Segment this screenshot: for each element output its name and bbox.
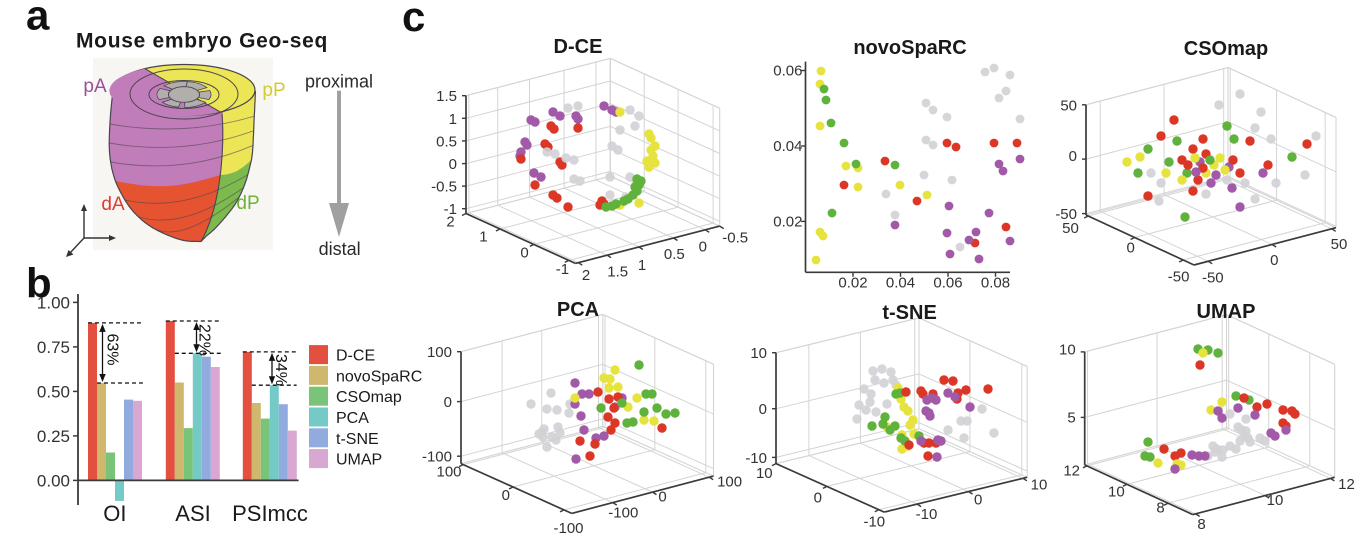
svg-text:novoSpaRC: novoSpaRC [336, 368, 422, 385]
svg-text:distal: distal [319, 239, 361, 259]
svg-text:ASI: ASI [175, 501, 210, 526]
svg-text:novoSpaRC: novoSpaRC [853, 37, 966, 59]
svg-text:0: 0 [502, 487, 510, 504]
svg-text:1.5: 1.5 [607, 263, 628, 280]
svg-text:a: a [26, 0, 50, 39]
svg-text:-100: -100 [422, 449, 452, 466]
svg-text:10: 10 [756, 465, 773, 482]
svg-text:0: 0 [1127, 240, 1135, 257]
svg-text:-10: -10 [916, 506, 938, 523]
svg-text:-10: -10 [745, 450, 767, 467]
svg-text:12: 12 [1063, 462, 1080, 479]
svg-text:dA: dA [101, 194, 125, 215]
svg-text:-100: -100 [553, 520, 583, 537]
svg-text:-100: -100 [608, 505, 638, 522]
svg-text:-10: -10 [863, 513, 885, 530]
svg-text:1.5: 1.5 [436, 88, 457, 105]
svg-text:0.04: 0.04 [886, 275, 915, 292]
svg-text:0.5: 0.5 [436, 133, 457, 150]
svg-text:8: 8 [1156, 500, 1164, 517]
svg-text:t-SNE: t-SNE [336, 431, 379, 448]
svg-text:12: 12 [1338, 476, 1355, 493]
svg-text:PCA: PCA [557, 299, 599, 321]
svg-text:pP: pP [262, 80, 285, 101]
svg-text:D-CE: D-CE [554, 36, 603, 58]
svg-text:UMAP: UMAP [1197, 301, 1256, 323]
svg-text:2: 2 [582, 267, 590, 284]
svg-text:CSOmap: CSOmap [336, 389, 402, 406]
svg-text:2: 2 [446, 214, 454, 231]
svg-text:0.06: 0.06 [933, 275, 962, 292]
svg-text:1: 1 [638, 257, 646, 274]
svg-text:-1: -1 [556, 261, 569, 278]
svg-text:0: 0 [520, 245, 528, 262]
svg-text:0.08: 0.08 [981, 275, 1010, 292]
svg-text:0.02: 0.02 [773, 213, 802, 230]
svg-text:0.25: 0.25 [37, 427, 70, 446]
svg-text:50: 50 [1331, 236, 1348, 253]
svg-text:0: 0 [1069, 148, 1077, 165]
svg-text:0: 0 [699, 239, 707, 256]
svg-text:t-SNE: t-SNE [882, 302, 936, 324]
svg-text:100: 100 [717, 474, 742, 491]
svg-text:c: c [402, 0, 425, 40]
svg-text:-50: -50 [1202, 270, 1224, 287]
svg-text:0: 0 [759, 401, 767, 418]
svg-text:1: 1 [479, 229, 487, 246]
svg-text:50: 50 [1062, 220, 1079, 237]
svg-text:0: 0 [444, 394, 452, 411]
svg-text:CSOmap: CSOmap [1184, 38, 1268, 60]
svg-text:dP: dP [236, 193, 259, 214]
svg-text:0.5: 0.5 [664, 246, 685, 263]
svg-text:-0.5: -0.5 [431, 179, 457, 196]
svg-text:1: 1 [449, 111, 457, 128]
svg-text:10: 10 [1059, 342, 1076, 359]
svg-text:10: 10 [1031, 477, 1048, 494]
svg-text:-50: -50 [1168, 268, 1190, 285]
svg-text:0: 0 [1270, 252, 1278, 269]
svg-text:-0.5: -0.5 [722, 230, 748, 247]
svg-text:10: 10 [1108, 484, 1125, 501]
svg-text:0.02: 0.02 [838, 275, 867, 292]
svg-text:100: 100 [436, 464, 461, 481]
svg-text:0.75: 0.75 [37, 338, 70, 357]
svg-text:pA: pA [83, 76, 107, 97]
svg-text:Mouse embryo Geo-seq: Mouse embryo Geo-seq [76, 30, 328, 53]
svg-text:0: 0 [814, 490, 822, 507]
svg-text:63%: 63% [104, 333, 121, 365]
svg-text:UMAP: UMAP [336, 452, 382, 469]
svg-text:34%: 34% [272, 354, 289, 386]
svg-text:10: 10 [1267, 492, 1284, 509]
svg-text:PSImcc: PSImcc [232, 501, 308, 526]
svg-text:0: 0 [974, 492, 982, 509]
svg-text:0.50: 0.50 [37, 382, 70, 401]
svg-text:PCA: PCA [336, 410, 369, 427]
svg-text:0.00: 0.00 [37, 471, 70, 490]
svg-text:0: 0 [658, 489, 666, 506]
svg-text:D-CE: D-CE [336, 348, 375, 365]
svg-text:OI: OI [103, 501, 126, 526]
svg-text:0: 0 [449, 156, 457, 173]
svg-text:-50: -50 [1055, 206, 1077, 223]
svg-text:proximal: proximal [305, 72, 373, 92]
svg-text:1.00: 1.00 [37, 293, 70, 312]
svg-text:5: 5 [1067, 409, 1075, 426]
svg-text:b: b [26, 260, 52, 307]
svg-text:22%: 22% [196, 324, 213, 356]
svg-text:8: 8 [1197, 516, 1205, 533]
svg-text:0.06: 0.06 [773, 63, 802, 80]
svg-text:0.04: 0.04 [773, 138, 802, 155]
svg-text:50: 50 [1060, 97, 1077, 114]
svg-text:100: 100 [427, 344, 452, 361]
svg-text:10: 10 [750, 345, 767, 362]
svg-text:-1: -1 [444, 201, 457, 218]
